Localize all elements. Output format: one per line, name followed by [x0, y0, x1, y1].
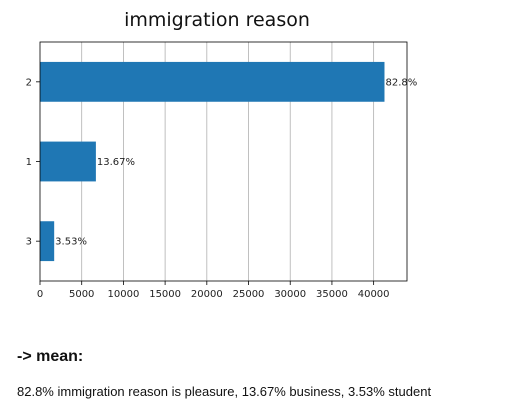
x-tick-label: 5000: [69, 289, 94, 300]
chart-title: immigration reason: [124, 9, 310, 31]
axes: [36, 41, 408, 285]
bar-data-label: 3.53%: [55, 237, 87, 248]
x-tick-label: 30000: [274, 289, 306, 300]
x-tick-label: 25000: [233, 289, 265, 300]
y-tick-label: 1: [26, 157, 32, 168]
bar: [40, 221, 55, 262]
mean-heading: -> mean:: [17, 348, 84, 365]
bar-data-label: 82.8%: [385, 77, 417, 88]
plot-frame: [39, 41, 408, 282]
x-tick-label: 20000: [191, 289, 223, 300]
y-tick-label: 2: [26, 77, 32, 88]
bars: [40, 61, 385, 262]
bar-data-label: 13.67%: [97, 157, 135, 168]
x-tick-label: 35000: [316, 289, 348, 300]
y-tick-label: 3: [26, 237, 32, 248]
bar-chart: immigration reason 0 5000 10000 15000 20000 2…: [26, 9, 418, 300]
labels: 0 5000 10000 15000 20000 25000 30000 35000 40000…: [26, 77, 418, 300]
x-tick-label: 10000: [108, 289, 140, 300]
x-tick-label: 15000: [149, 289, 181, 300]
x-tick-label: 40000: [358, 289, 390, 300]
mean-text: 82.8% immigration reason is pleasure, 13…: [17, 384, 432, 399]
bar: [40, 141, 96, 182]
bar: [40, 61, 385, 102]
x-tick-label: 0: [37, 289, 43, 300]
